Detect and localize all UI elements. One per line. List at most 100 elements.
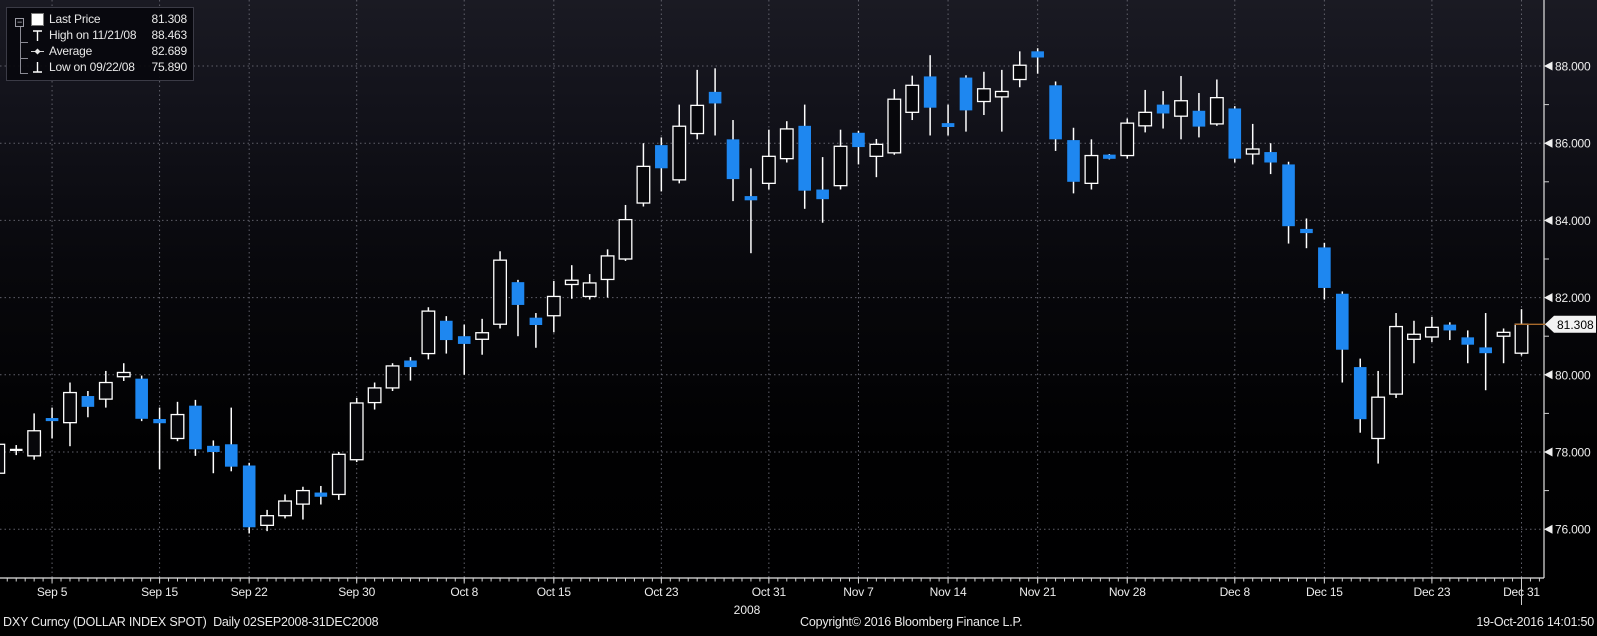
candle-oct-15 [546,281,561,333]
candle-oct-10 [493,251,508,329]
candle-sep-4 [27,413,42,460]
y-axis-label: 76.000 [1555,523,1591,537]
legend-label: Last Price [49,12,101,26]
candle-oct-6 [421,307,436,360]
candle-dec-12 [1300,218,1313,249]
candle-nov-4 [798,104,811,209]
candle-nov-14 [941,104,955,136]
high-marker-icon [31,29,49,42]
candle-dec-11 [1282,161,1295,244]
candle-nov-11 [887,89,902,155]
candle-oct-21 [618,204,633,261]
candle-nov-10 [869,138,884,178]
legend-value: 88.463 [151,28,187,42]
axes: Sep 5 Sep 15 Sep 22 Sep 30 Oct 8 Oct 15 Oct 23… [0,0,1596,617]
y-axis-label: 86.000 [1555,137,1591,151]
x-axis-year-label: 2008 [734,603,761,617]
candle-nov-28 [1120,118,1135,159]
candle-dec-24 [1443,322,1457,341]
candle-sep-11 [116,363,131,381]
candle-oct-13 [511,279,525,337]
candle-dec-10 [1264,143,1277,175]
candle-oct-24 [672,104,687,184]
x-axis-label: Oct 23 [644,585,679,599]
candle-dec-9 [1245,123,1260,165]
legend-tree-line [20,27,21,73]
candle-dec-1 [1138,89,1153,133]
x-axis-label: Dec 23 [1413,585,1450,599]
last-price-badge [1545,315,1596,333]
candle-nov-27 [1103,154,1116,160]
x-axis-label: Sep 5 [37,585,68,599]
candle-nov-3 [779,121,794,163]
x-axis-label: Nov 28 [1109,585,1146,599]
candle-sep-5 [45,407,59,439]
x-axis-label: Nov 7 [843,585,874,599]
candle-sep-17 [189,399,202,456]
candle-oct-14 [529,313,543,348]
x-axis-label: Oct 31 [752,585,787,599]
candle-sep-24 [278,494,292,519]
last-price-value: 81.308 [1557,318,1594,332]
candle-nov-19 [994,69,1009,132]
x-axis-label: Sep 30 [338,585,375,599]
gridlines [0,0,1544,578]
candle-nov-13 [923,55,937,136]
candle-nov-5 [816,157,829,223]
y-axis-label: 84.000 [1555,214,1591,228]
x-axis-label: Sep 15 [141,585,178,599]
y-axis-label: 80.000 [1555,368,1591,382]
candle-oct-2 [385,363,400,392]
candle-sep-10 [98,370,113,408]
candle-dec-30 [1496,328,1511,364]
candle-oct-22 [636,143,651,207]
candle-oct-3 [404,357,417,381]
legend-value: 75.890 [151,60,187,74]
candle-nov-20 [1012,51,1027,88]
candle-oct-28 [708,68,722,136]
candle-dec-15 [1318,242,1331,300]
legend-tree-branch [20,58,28,59]
legend-row-low[interactable]: Low on 09/22/08 75.890 [7,59,187,75]
candle-nov-6 [833,129,848,190]
legend-panel[interactable]: − Last Price 81.308 High on 11/21/08 88.… [6,7,194,81]
candle-nov-25 [1067,127,1080,194]
low-marker-icon [31,61,49,74]
candle-dec-29 [1479,313,1492,391]
candle-nov-18 [976,71,991,116]
legend-collapse-icon[interactable]: − [15,17,24,27]
candle-dec-18 [1371,370,1386,464]
candle-oct-1 [367,382,382,410]
candle-sep-19 [224,407,238,472]
legend-label: Low on 09/22/08 [49,60,135,74]
candle-dec-4 [1192,93,1206,138]
legend-tree-branch [20,73,28,74]
x-axis-label: Oct 8 [450,585,478,599]
x-axis-label: Dec 15 [1306,585,1343,599]
candle-sep-22 [242,462,256,534]
candle-dec-23 [1424,316,1439,342]
last-price-square-icon [31,12,49,26]
candle-dec-16 [1336,291,1349,383]
candle-nov-24 [1049,81,1062,151]
candle-dec-26 [1461,330,1475,364]
candle-nov-26 [1084,139,1099,190]
x-axis-label: Oct 15 [537,585,572,599]
candle-dec-17 [1353,358,1367,433]
legend-row-average[interactable]: Average 82.689 [7,43,187,59]
security-title: DXY Curncy (DOLLAR INDEX SPOT) Daily 02S… [3,615,379,629]
legend-row-high[interactable]: High on 11/21/08 88.463 [7,27,187,43]
candle-dec-19 [1389,313,1404,398]
legend-label: High on 11/21/08 [49,28,137,42]
candle-nov-12 [905,75,920,121]
x-axis-label: Dec 8 [1220,585,1251,599]
y-axis-label: 78.000 [1555,446,1591,460]
candle-oct-29 [726,120,740,202]
x-axis-label: Nov 21 [1019,585,1056,599]
candle-dec-22 [1407,320,1421,364]
candle-sep-15 [153,407,166,470]
candle-sep-25 [295,486,310,520]
legend-row-last-price[interactable]: Last Price 81.308 [7,11,187,27]
